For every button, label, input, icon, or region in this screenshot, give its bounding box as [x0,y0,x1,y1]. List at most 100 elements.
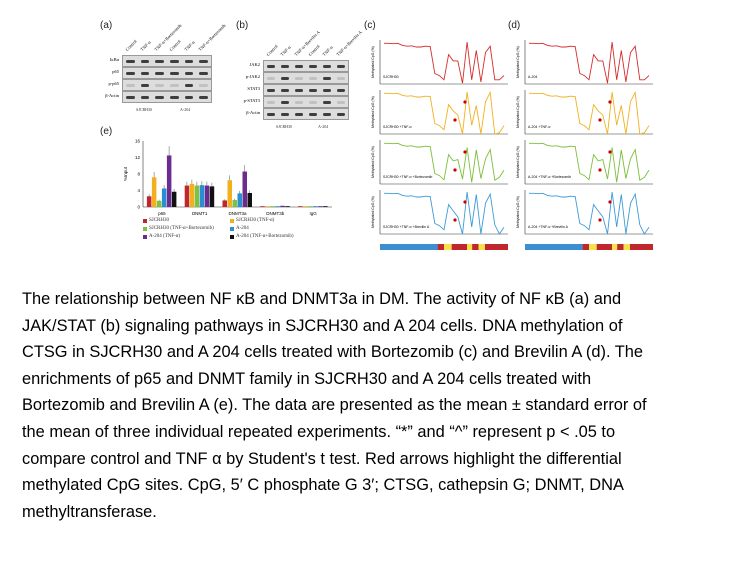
cell-line-label: A-204 [180,107,191,112]
blot-strip [122,91,212,103]
methylation-line [384,90,505,135]
blot-strip [263,84,349,96]
bar [151,177,157,207]
protein-band [140,84,150,87]
bar [161,188,167,207]
protein-band [309,65,317,68]
protein-band [281,77,289,80]
blot-strip [122,79,212,91]
caption-line: methyltransferase. [22,502,157,521]
y-axis-label: Methylated CpG (%) [516,146,520,178]
red-arrow-icon [453,118,457,122]
condition-label: SJCRH30 [383,75,399,79]
red-arrow-icon [598,218,602,222]
protein-band [140,96,150,99]
panel-a-label: (a) [100,20,113,31]
blot-strip [122,67,212,79]
blot-strip [263,96,349,108]
y-tick-label: 16 [135,139,141,144]
condition-label: A-204 +TNF-α +Bortezomib [528,175,571,179]
caption-line: compare control and TNF α by Student's t… [22,449,622,468]
genomic-region-bar [525,244,583,250]
row-label: p-p65 [108,81,120,86]
y-axis-label: Methylated CpG (%) [516,196,520,228]
methylation-line [384,142,505,183]
x-tick-label: DNMT1 [192,211,208,216]
x-tick-label: DNMT3b [266,211,284,216]
y-tick-label: 0 [137,205,140,210]
bar [303,206,308,207]
legend-swatch [143,219,147,223]
protein-band [184,72,194,75]
bar [247,192,252,207]
condition-label: A-204 +TNF-α +Brevilin A [528,225,569,229]
y-tick-label: 8 [137,172,140,177]
x-tick-label: p65 [158,211,166,216]
methylation-profiles: Methylated CpG (%) SJCRH30 Methylated CpG … [371,40,653,250]
genomic-region-bar [589,244,597,250]
x-tick-label: DNMT3a [228,211,246,216]
protein-band [267,77,275,80]
bar [308,206,313,207]
bar [280,205,285,207]
protein-band [126,96,135,99]
condition-label: SJCRH30 +TNF-α +Bortezomib [383,175,432,179]
legend-label: SJCRH30 (TNF-α) [236,218,275,223]
genomic-region-bar [437,244,444,250]
genomic-region-bar [612,244,618,250]
bar [232,199,237,207]
red-arrow-icon [608,150,612,154]
protein-band [199,60,208,63]
chip-bar-chart: 0 4 8 12 16 %Input p65 DNMT1 DNMT3a DNMT3b IgG [123,139,332,216]
red-arrow-icon [608,200,612,204]
bar [270,206,275,207]
row-label: β-Actin [246,110,260,115]
protein-band [170,96,179,99]
red-arrow-icon [463,150,467,154]
y-tick-label: 4 [137,188,140,193]
bar [184,185,190,207]
protein-band [170,84,179,87]
blot-strip [263,60,349,72]
protein-band [309,101,317,104]
figure-caption: The relationship between NF κB and DNMT3… [22,286,752,525]
panel-b-label: (b) [236,20,249,31]
blot-strip [263,108,349,120]
protein-band [126,60,135,63]
red-arrow-icon [598,168,602,172]
panel-c-label: (c) [364,20,376,31]
red-arrow-icon [453,168,457,172]
protein-band [140,72,150,75]
protein-band [295,77,303,80]
bar [171,191,177,207]
protein-band [337,101,345,104]
protein-band [337,113,345,116]
y-axis-label: Methylated CpG (%) [371,96,375,128]
protein-band [337,89,345,92]
red-arrow-icon [598,118,602,122]
methylation-line [529,90,650,135]
protein-band [170,60,179,63]
caption-line: JAK/STAT (b) signaling pathways in SJCRH… [22,316,623,335]
protein-band [295,113,303,116]
genomic-region-bar [596,244,613,250]
genomic-region-bar [380,244,438,250]
protein-band [155,72,164,75]
red-arrow-icon [453,218,457,222]
y-axis-label: Methylated CpG (%) [516,96,520,128]
bar [146,196,152,207]
bar [313,206,318,207]
bar [265,206,270,207]
caption-line: The relationship between NF κB and DNMT3… [22,290,622,308]
protein-band [281,101,289,104]
legend-swatch [143,227,147,231]
condition-label: SJCRH30 +TNF-α +Brevilin A [383,225,430,229]
cell-line-label: SJCRH30 [276,124,293,129]
protein-band [323,113,331,116]
caption-line: CTSG in SJCRH30 and A 204 cells treated … [22,343,644,362]
genomic-region-bar [467,244,473,250]
protein-band [267,89,275,92]
genomic-region-bar [451,244,468,250]
genomic-region-bar [484,244,508,250]
bar [298,206,303,207]
